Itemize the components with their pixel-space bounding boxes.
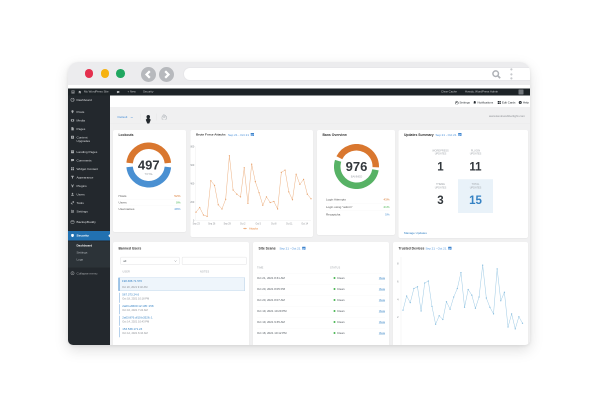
svg-text:4: 4 (397, 298, 399, 301)
svg-text:Sep 23: Sep 23 (193, 224, 201, 226)
svg-text:W: W (72, 92, 75, 94)
svg-text:Sep 26: Sep 26 (208, 224, 216, 226)
svg-text:0: 0 (193, 220, 195, 223)
svg-text:Attacks: Attacks (249, 227, 259, 231)
svg-text:800: 800 (191, 146, 195, 149)
svg-text:Sep 29: Sep 29 (224, 224, 232, 226)
svg-text:Oct 11: Oct 11 (286, 223, 293, 226)
svg-text:200: 200 (191, 201, 195, 204)
svg-text:8: 8 (397, 263, 399, 266)
svg-text:Oct 14: Oct 14 (301, 223, 308, 226)
svg-text:Oct 8: Oct 8 (271, 223, 277, 226)
svg-text:Oct 5: Oct 5 (256, 223, 262, 226)
svg-text:Oct 2: Oct 2 (240, 223, 246, 226)
svg-text:400: 400 (191, 183, 195, 186)
svg-text:2: 2 (397, 316, 399, 319)
svg-text:?: ? (520, 102, 522, 104)
svg-text:600: 600 (191, 164, 195, 167)
svg-text:6: 6 (397, 280, 399, 283)
